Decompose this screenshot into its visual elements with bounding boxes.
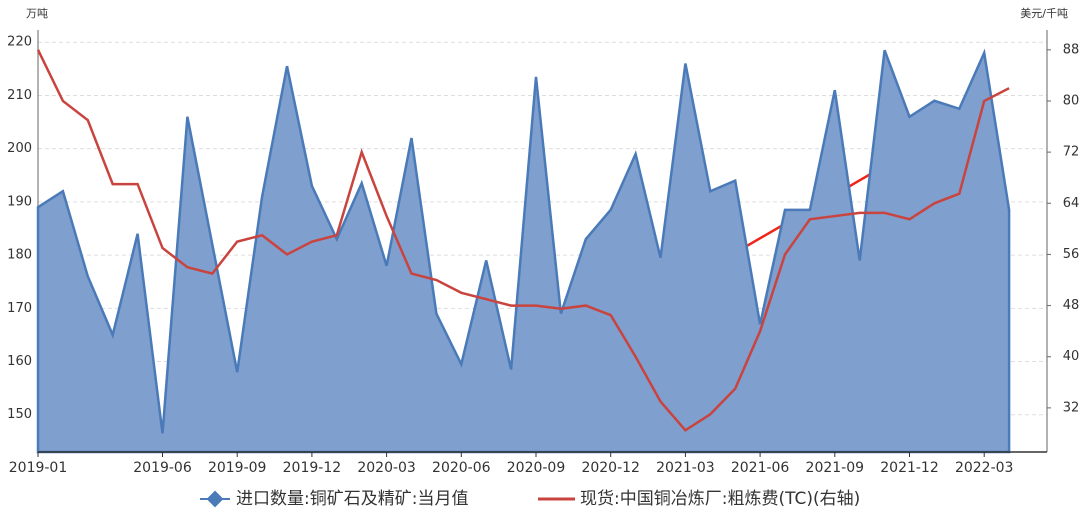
legend-label: 进口数量:铜矿石及精矿:当月值 [236,489,468,509]
y2-tick-label: 88 [1063,42,1080,57]
x-tick-label: 2019-06 [133,460,192,476]
y2-tick-label: 40 [1063,349,1080,364]
legend-label: 现货:中国铜冶炼厂:粗炼费(TC)(右轴) [580,489,860,509]
x-tick-label: 2019-09 [208,460,267,476]
y2-tick-label: 48 [1063,298,1080,313]
y-tick-label: 160 [7,354,32,369]
y-tick-label: 220 [7,35,32,50]
x-tick-label: 2021-06 [731,460,790,476]
x-tick-label: 2021-09 [806,460,865,476]
x-tick-label: 2020-09 [507,460,566,476]
y2-unit: 美元/千吨 [1020,7,1068,20]
y2-tick-label: 56 [1063,247,1080,262]
y-tick-label: 170 [7,301,32,316]
y2-tick-label: 72 [1063,145,1080,160]
legend-marker [200,490,230,508]
y2-tick-label: 80 [1063,93,1080,108]
y-unit: 万吨 [26,7,48,20]
tc-line [36,49,1010,432]
x-tick-label: 2020-12 [581,460,640,476]
y-tick-label: 190 [7,194,32,209]
y-tick-label: 150 [7,407,32,422]
x-tick-label: 2022-03 [955,460,1014,476]
y-tick-label: 180 [7,248,32,263]
y2-tick-label: 32 [1063,400,1080,415]
x-tick-label: 2020-06 [432,460,491,476]
x-tick-label: 2020-03 [357,460,416,476]
y2-tick-label: 64 [1063,196,1080,211]
import-area [36,48,1011,454]
y-tick-label: 200 [7,141,32,156]
x-tick-label: 2021-12 [880,460,939,476]
y-tick-label: 210 [7,88,32,103]
x-tick-label: 2019-01 [9,460,68,476]
x-tick-label: 2019-12 [283,460,342,476]
x-tick-label: 2021-03 [656,460,715,476]
